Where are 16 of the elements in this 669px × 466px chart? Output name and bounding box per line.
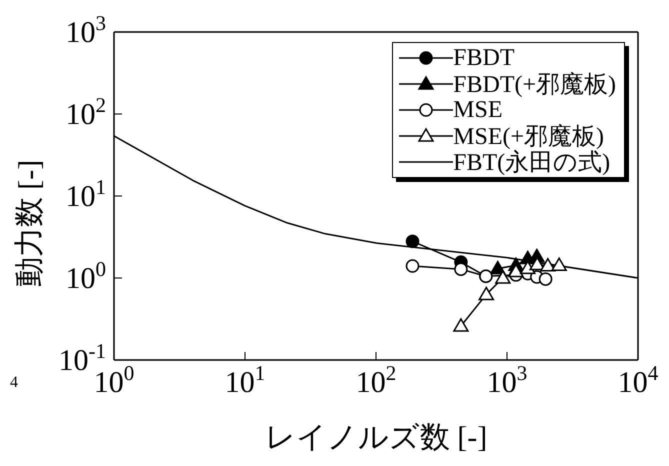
y-tick-label: 10$^{0}$ [66,257,106,295]
legend-label: FBT(永田の式) [453,149,610,178]
y-axis-title: 動力数 [-] [12,159,48,287]
x-axis-title: レイノルズ数 [-] [264,420,488,456]
legend-label: FBDT(+邪魔板) [453,72,616,98]
legend-label: FBDT [453,44,514,72]
x-tick-label: 10$^{3}$ [486,361,528,399]
x-tick-label: 10$^{4}$ [618,361,659,399]
legend-label: MSE(+邪魔板) [453,124,604,150]
y-tick-label: 10$^{1}$ [66,175,106,213]
y-tick-label: 10$^{2}$ [66,93,106,131]
text: 4 [10,374,18,392]
x-tick-label: 10$^{1}$ [224,361,266,399]
x-tick-label: 10$^{2}$ [356,361,396,399]
legend-label: MSE [453,96,502,124]
y-tick-label: 10$^{3}$ [66,11,106,49]
